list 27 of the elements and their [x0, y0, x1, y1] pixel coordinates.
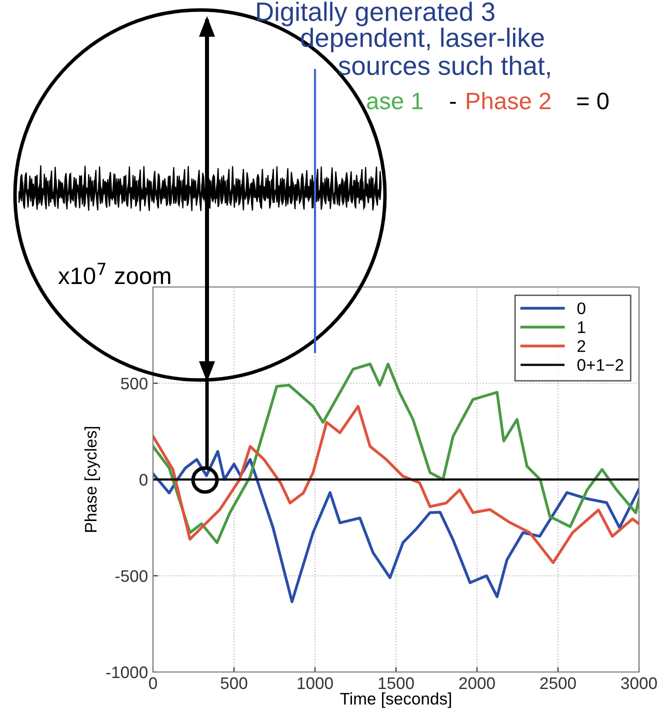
x-tick-label: 1500 [378, 677, 414, 690]
legend-label: 0+1−2 [577, 359, 624, 371]
text: dependent, laser-like [301, 28, 544, 52]
y-axis-title: Phase [cycles] [84, 426, 100, 532]
text: Digitally generated 3 [257, 2, 494, 26]
text: = 0 [577, 92, 609, 110]
y-tick-label: -500 [116, 570, 148, 582]
x-tick-label: 0 [149, 677, 157, 690]
text: x10$^{7}$ zoom [58, 262, 170, 284]
y-tick-label: -1000 [106, 666, 148, 678]
legend-label: 1 [578, 321, 586, 333]
x-tick-label: 500 [220, 677, 248, 690]
y-tick-label: 500 [121, 378, 148, 390]
x-tick-label: 2000 [459, 677, 495, 690]
y-tick-label: 0 [140, 474, 148, 486]
line-series [153, 450, 639, 604]
legend-label: 0 [577, 302, 586, 314]
legend-label: 2 [578, 340, 586, 352]
line-series [153, 404, 639, 564]
x-axis-title: Time [seconds] [340, 692, 452, 708]
text: Phase 2 [466, 92, 550, 110]
text: ase 1 [367, 92, 423, 110]
x-tick-label: 1000 [298, 677, 333, 690]
source-note: sources such that, [338, 56, 550, 78]
x-tick-label: 3000 [621, 677, 657, 690]
text: - [450, 102, 456, 104]
x-tick-label: 2500 [540, 677, 576, 690]
